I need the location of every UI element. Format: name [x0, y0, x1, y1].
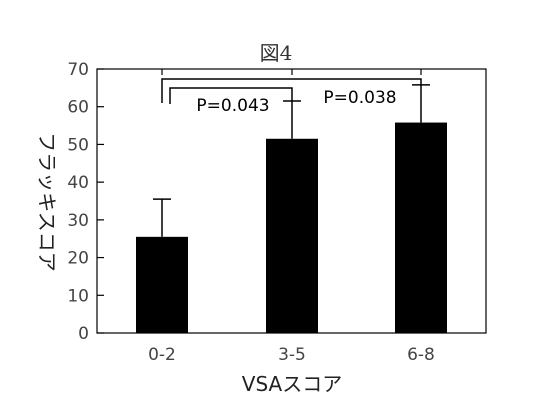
plot-area: 0 10 20 30 40 50 60 70 0-2 3-5 6-8 P=0.038 P=0.043: [67, 60, 487, 365]
significance-bracket: [161, 78, 422, 103]
bar: [395, 122, 447, 333]
x-tick-label: 0-2: [148, 345, 176, 365]
y-tick-label: 40: [67, 173, 89, 193]
x-tick-label: 6-8: [407, 345, 435, 365]
chart-title: 図4: [260, 41, 293, 65]
x-axis-label: VSAスコア: [242, 372, 342, 396]
x-tick-label: 3-5: [278, 345, 306, 365]
significance-bracket: [169, 87, 293, 104]
y-tick-label: 30: [67, 211, 89, 231]
bar: [136, 236, 188, 333]
y-tick-label: 70: [67, 60, 89, 80]
y-tick-label: 10: [67, 286, 89, 306]
y-axis-label: フラッキスコア: [35, 132, 59, 271]
p-value-label: P=0.043: [196, 96, 269, 116]
p-value-label: P=0.038: [323, 88, 396, 108]
y-tick-label: 50: [67, 135, 89, 155]
bar: [266, 138, 318, 333]
y-tick-label: 20: [67, 249, 89, 269]
y-tick-label: 60: [67, 98, 89, 118]
y-tick-label: 0: [78, 324, 89, 344]
